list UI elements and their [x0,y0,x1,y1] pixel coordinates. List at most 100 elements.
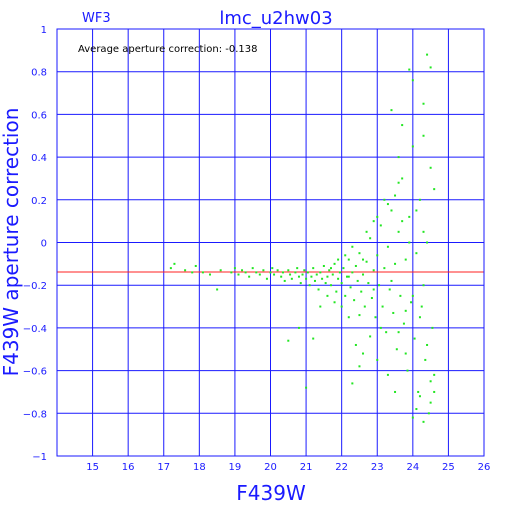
data-point [337,258,340,261]
data-point [326,275,329,278]
y-tick-label: 0.8 [31,68,47,79]
y-tick-label: 0.4 [31,153,47,164]
data-point [262,269,265,272]
data-point [397,156,400,159]
data-point [427,412,430,415]
data-point [312,337,315,340]
data-point [319,305,322,308]
data-point [415,209,418,212]
data-point [417,390,420,393]
data-point [329,284,332,287]
data-point [415,408,418,411]
data-point [340,282,343,285]
x-tick-label: 16 [122,462,135,473]
data-point [420,305,423,308]
chart-title: lmc_u2hw03 [219,8,332,29]
data-point [408,68,411,71]
data-point [306,271,309,274]
data-point [408,215,411,218]
data-point [394,262,397,265]
y-tick-label: −0.2 [23,281,47,292]
data-point [276,269,279,272]
data-point [344,254,347,257]
x-tick-label: 18 [193,462,206,473]
data-point [404,352,407,355]
data-point [281,271,284,274]
data-point [351,271,354,274]
data-point [337,277,340,280]
data-point [358,365,361,368]
data-point [404,309,407,312]
data-point [401,220,404,223]
y-tick-label: 0.6 [31,110,47,121]
data-point [426,343,429,346]
data-point [321,277,324,280]
data-point [376,215,379,218]
data-point [390,109,393,112]
data-point [287,339,290,342]
data-point [351,245,354,248]
data-point [362,273,365,276]
panel-label: WF3 [82,11,111,26]
data-point [356,279,359,282]
data-point [294,271,297,274]
data-point [404,258,407,261]
data-point [395,348,398,351]
data-point [349,286,352,289]
data-point [315,273,318,276]
data-point [340,305,343,308]
data-point [326,294,329,297]
data-point [191,271,194,274]
data-point [338,271,341,274]
data-point [360,290,363,293]
data-point [342,267,345,270]
data-point [271,267,274,270]
data-point [418,316,421,319]
data-point [431,326,434,329]
data-point [386,245,389,248]
data-point [169,267,172,270]
data-point [317,288,320,291]
x-tick-label: 25 [442,462,455,473]
data-point [194,264,197,267]
data-point [230,271,233,274]
plot-frame [56,28,485,457]
data-point [392,311,395,314]
data-point [209,273,212,276]
data-point [287,269,290,272]
data-point [297,326,300,329]
y-tick-label: 0.2 [31,196,47,207]
data-point [305,386,308,389]
data-point [397,230,400,233]
data-point [376,254,379,257]
data-point [385,331,388,334]
data-point [418,198,421,201]
data-point [328,269,331,272]
data-point [401,124,404,127]
data-point [390,279,393,282]
data-point [354,343,357,346]
data-point [347,275,350,278]
data-point [418,395,421,398]
data-point [335,290,338,293]
data-point [347,258,350,261]
data-point [216,288,219,291]
grid-lines [57,29,484,456]
data-point [399,294,402,297]
data-point [333,301,336,304]
data-point [369,335,372,338]
data-point [233,267,236,270]
data-point [379,326,382,329]
data-point [413,337,416,340]
data-point [219,269,222,272]
data-point [351,382,354,385]
data-point [310,275,313,278]
y-tick-label: 1 [41,25,47,36]
y-tick-label: 0 [41,239,47,250]
data-point [429,166,432,169]
data-point [367,282,370,285]
data-point [297,275,300,278]
data-point [365,230,368,233]
data-point [363,305,366,308]
data-point [255,271,258,274]
